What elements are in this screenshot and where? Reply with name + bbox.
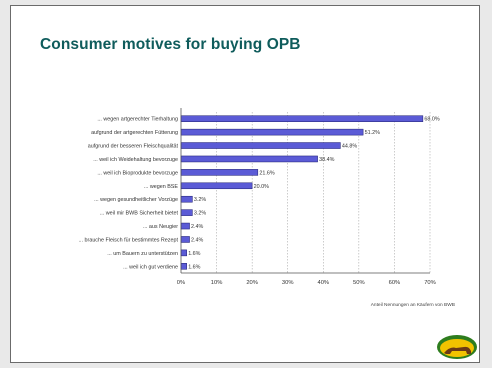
value-label: 1.6%	[188, 251, 200, 257]
bio-weide-beef-logo	[437, 335, 477, 359]
value-label: 2.4%	[191, 224, 203, 230]
bar	[180, 155, 318, 163]
category-label: ... um Bauern zu unterstützen	[107, 251, 178, 257]
x-axis-title: Anteil Nennungen an Käufern von BWB	[371, 302, 455, 308]
category-label: ... weil mir BWB Sicherheit bietet	[100, 211, 179, 217]
x-tick-label: 60%	[389, 280, 401, 286]
value-label: 21.6%	[259, 170, 274, 176]
bar	[180, 142, 341, 149]
x-tick-label: 30%	[282, 280, 294, 286]
category-label: ... aus Neugier	[143, 224, 178, 230]
bar	[180, 249, 187, 257]
category-labels: ... wegen artgerechter Tierhaltung aufgru…	[79, 117, 179, 271]
value-label: 44.8%	[342, 144, 357, 150]
category-label: ... wegen BSE	[144, 184, 179, 190]
category-label: ... weil ich gut verdiene	[123, 264, 178, 270]
value-label: 68.0%	[424, 117, 439, 123]
value-label: 3.2%	[194, 197, 206, 203]
value-label: 38.4%	[319, 157, 334, 163]
x-tick-label: 10%	[211, 280, 223, 286]
bar	[180, 236, 190, 243]
bar	[180, 128, 364, 136]
category-label: ... weil ich Bioprodukte bevorzuge	[97, 170, 178, 176]
x-tick-label: 20%	[246, 280, 258, 286]
value-label: 2.4%	[191, 237, 203, 243]
x-tick-label: 50%	[353, 280, 365, 286]
chart-grid	[216, 112, 431, 273]
slide-title: Consumer motives for buying OPB	[40, 36, 301, 53]
category-label: aufgrund der artgerechten Fütterung	[91, 130, 178, 136]
value-label: 3.2%	[194, 211, 206, 217]
x-tick-labels: 0% 10% 20% 30% 40% 50% 60% 70%	[177, 280, 436, 286]
x-tick-label: 0%	[177, 280, 185, 286]
value-labels: 68.0% 51.2% 44.8% 38.4% 21.6% 20.0% 3.2% 3.2% 2.…	[188, 117, 440, 271]
category-label: aufgrund der besseren Fleischqualität	[88, 144, 179, 150]
value-label: 1.6%	[188, 264, 200, 270]
bar	[180, 263, 187, 270]
bar	[180, 195, 193, 203]
category-label: ... wegen gesundheitlicher Vorzüge	[94, 197, 178, 203]
x-tick-label: 40%	[317, 280, 329, 286]
category-label: ... brauche Fleisch für bestimmtes Rezep…	[79, 237, 179, 243]
chart-bars	[180, 115, 424, 270]
bar	[180, 169, 259, 176]
x-tick-label: 70%	[424, 280, 436, 286]
category-label: ... wegen artgerechter Tierhaltung	[97, 117, 178, 123]
bar	[180, 182, 253, 190]
value-label: 51.2%	[365, 130, 380, 136]
bar	[180, 222, 190, 230]
value-label: 20.0%	[254, 184, 269, 190]
bar	[180, 209, 193, 216]
bar	[180, 115, 424, 122]
category-label: ... weil ich Weidehaltung bevorzuge	[93, 157, 178, 163]
